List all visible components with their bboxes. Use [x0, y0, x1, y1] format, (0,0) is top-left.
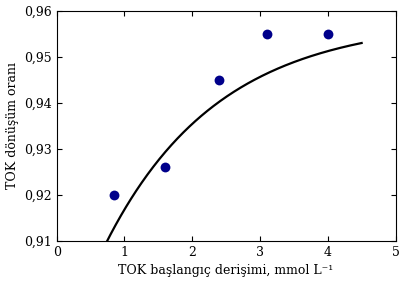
Point	[324, 31, 331, 36]
Point	[216, 78, 223, 82]
X-axis label: TOK başlangıç derişimi, mmol L⁻¹: TOK başlangıç derişimi, mmol L⁻¹	[119, 264, 334, 277]
Point	[264, 31, 270, 36]
Point	[111, 193, 117, 197]
Point	[162, 165, 168, 170]
Y-axis label: TOK dönüşüm oranı: TOK dönüşüm oranı	[6, 62, 19, 189]
